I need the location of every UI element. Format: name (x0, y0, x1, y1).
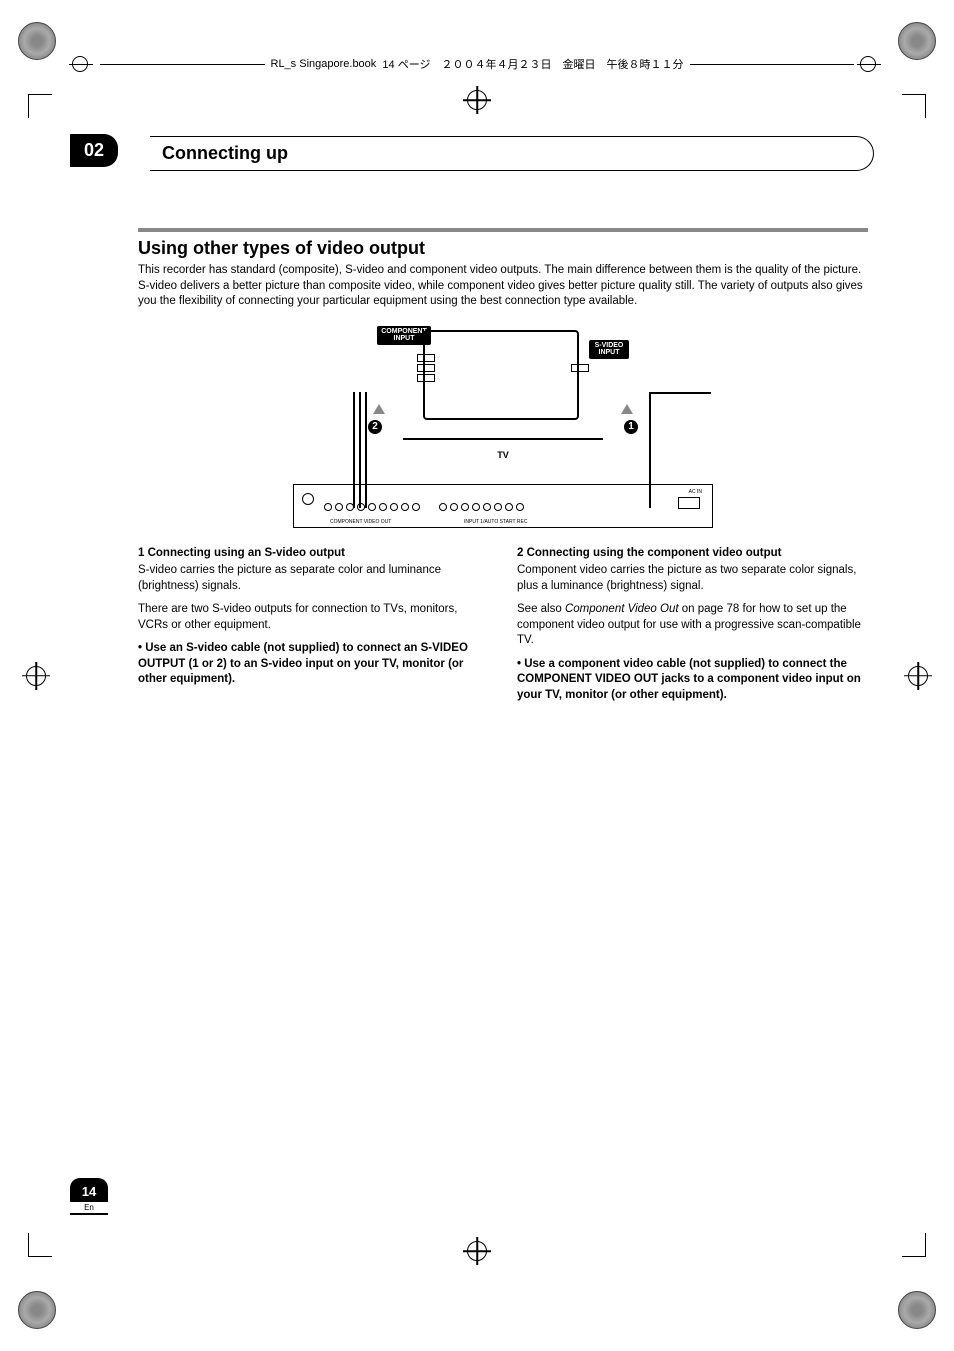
chapter-title: Connecting up (150, 136, 874, 171)
tv-screen (423, 330, 579, 420)
registration-mark (467, 90, 487, 110)
step-2-text: See also Component Video Out on page 78 … (517, 602, 868, 649)
acin-label: AC IN (689, 489, 702, 495)
tv-illustration: COMPONENT INPUT S-VIDEO INPUT 2 1 (353, 326, 653, 446)
component-out-label: COMPONENT VIDEO OUT (330, 519, 391, 525)
printer-corner-icon (898, 22, 936, 60)
section-intro: This recorder has standard (composite), … (138, 263, 868, 310)
crop-mark (28, 1233, 52, 1257)
crop-mark (28, 94, 52, 118)
book-filename: RL_s Singapore.book (271, 58, 377, 70)
page-content: Using other types of video output This r… (138, 228, 868, 711)
tv-label: TV (283, 450, 723, 460)
chapter-number-tab: 02 (70, 134, 118, 167)
page-number: 14 (82, 1184, 96, 1199)
registration-mark (467, 1241, 487, 1261)
recorder-power-socket (302, 493, 314, 505)
text: See also (517, 603, 565, 615)
printer-corner-icon (18, 1291, 56, 1329)
instruction-columns: 1 Connecting using an S-video output S-v… (138, 546, 868, 712)
right-column: 2 Connecting using the component video o… (517, 546, 868, 712)
book-page-indicator: 14 ページ ２００４年４月２３日 金曜日 午後８時１１分 (382, 56, 683, 72)
step-2-bullet: • Use a component video cable (not suppl… (517, 657, 868, 704)
step-1-bullet: • Use an S-video cable (not supplied) to… (138, 641, 489, 688)
step-1-text: S-video carries the picture as separate … (138, 563, 489, 594)
input1-label: INPUT 1/AUTO START REC (464, 519, 527, 525)
step-1-heading: 1 Connecting using an S-video output (138, 546, 489, 562)
page-number-box: 14 En (70, 1178, 108, 1215)
book-header-line: RL_s Singapore.book 14 ページ ２００４年４月２３日 金曜… (72, 56, 882, 72)
left-column: 1 Connecting using an S-video output S-v… (138, 546, 489, 712)
recorder-back-panel: AC IN COMPONENT VIDEO OUT INPUT 1/AUTO S… (293, 484, 713, 528)
crop-mark (902, 94, 926, 118)
registration-mark (908, 666, 928, 686)
book-header-icon (72, 56, 88, 72)
step-1-text: There are two S-video outputs for connec… (138, 602, 489, 633)
tv-base (403, 438, 603, 440)
registration-mark (26, 666, 46, 686)
connection-diagram: COMPONENT INPUT S-VIDEO INPUT 2 1 TV (283, 326, 723, 528)
cross-reference: Component Video Out (565, 603, 679, 615)
page-language: En (70, 1202, 108, 1213)
step-2-text: Component video carries the picture as t… (517, 563, 868, 594)
diagram-step-2: 2 (368, 420, 382, 434)
diagram-step-1: 1 (624, 420, 638, 434)
arrow-up-icon (373, 404, 385, 414)
svideo-input-label: S-VIDEO INPUT (589, 340, 629, 359)
section-divider-bar (138, 228, 868, 232)
section-heading: Using other types of video output (138, 238, 868, 259)
recorder-output-jacks (324, 503, 420, 511)
step-2-heading: 2 Connecting using the component video o… (517, 546, 868, 562)
ac-inlet (678, 497, 700, 509)
book-header-icon (860, 56, 876, 72)
recorder-input-jacks (439, 503, 524, 511)
printer-corner-icon (18, 22, 56, 60)
crop-mark (902, 1233, 926, 1257)
printer-corner-icon (898, 1291, 936, 1329)
arrow-up-icon (621, 404, 633, 414)
